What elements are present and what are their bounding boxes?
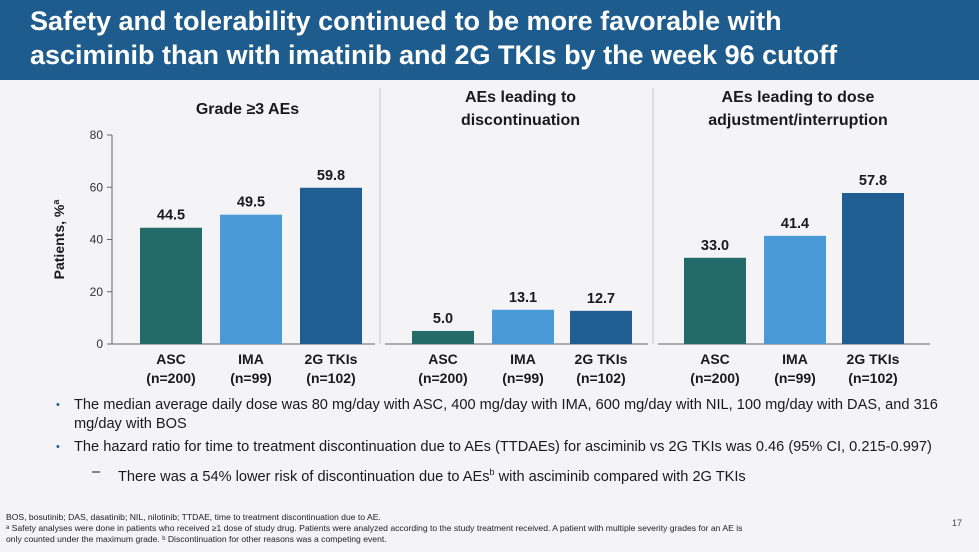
page-number: 17 (952, 518, 963, 528)
panel-title: AEs leading to dose (722, 89, 875, 106)
panel-title: AEs leading to (465, 89, 576, 106)
x-tick-label: ASC (700, 351, 730, 367)
bar-ima (220, 214, 282, 344)
x-tick-n-label: (n=99) (502, 370, 544, 386)
x-tick-label: ASC (156, 351, 186, 367)
x-tick-n-label: (n=200) (690, 370, 739, 386)
x-tick-label: 2G TKIs (575, 351, 628, 367)
bar-2g-tkis (842, 192, 904, 344)
bullet-item: • The median average daily dose was 80 m… (54, 396, 954, 434)
y-tick-label: 80 (90, 128, 104, 142)
bullet-text-hazard-ratio: The hazard ratio for time to treatment d… (74, 439, 932, 455)
footnotes: BOS, bosutinib; DAS, dasatinib; NIL, nil… (6, 512, 926, 545)
x-tick-n-label: (n=102) (576, 370, 625, 386)
x-tick-label: IMA (238, 351, 264, 367)
bar-value-label: 12.7 (587, 291, 615, 307)
bar-value-label: 57.8 (859, 173, 887, 189)
bullet-list: • The median average daily dose was 80 m… (54, 396, 954, 487)
x-tick-n-label: (n=99) (774, 370, 816, 386)
bar-chart: 0 20 40 60 80 Patients, %a Grade ≥3 AEs 44.5 ASC… (51, 88, 930, 386)
bar-value-label: 5.0 (433, 311, 453, 327)
title-banner: Safety and tolerability continued to be … (0, 0, 979, 80)
footnote-ref-b: b (489, 467, 495, 477)
y-axis-label: Patients, %a (51, 199, 67, 280)
slide-title-line-1: Safety and tolerability continued to be … (30, 6, 782, 36)
slide-title: Safety and tolerability continued to be … (30, 4, 960, 72)
bullet-dot-icon: • (56, 399, 60, 411)
dash-icon: – (92, 464, 101, 480)
bullet-dot-icon: • (56, 441, 60, 453)
bar-value-label: 49.5 (237, 195, 265, 211)
x-tick-label: IMA (782, 351, 808, 367)
sub-bullet-text: There was a 54% lower risk of discontinu… (118, 468, 490, 485)
x-tick-n-label: (n=102) (848, 370, 897, 386)
sub-bullet-text-end: with asciminib compared with 2G TKIs (494, 468, 746, 485)
x-tick-label: 2G TKIs (305, 351, 358, 367)
x-tick-n-label: (n=102) (306, 370, 355, 386)
footnote-abbreviations: BOS, bosutinib; DAS, dasatinib; NIL, nil… (6, 512, 381, 522)
x-tick-n-label: (n=99) (230, 370, 272, 386)
bar-asc (684, 257, 746, 344)
bar-value-label: 59.8 (317, 168, 345, 184)
bar-ima (492, 309, 554, 344)
bar-asc (412, 330, 474, 344)
y-tick-label: 20 (90, 285, 104, 299)
x-tick-n-label: (n=200) (418, 370, 467, 386)
footnote-a-continued: only counted under the maximum grade. ᵇ … (6, 534, 387, 544)
footnote-a: ᵃ Safety analyses were done in patients … (6, 523, 743, 533)
sub-bullet-item: – There was a 54% lower risk of disconti… (54, 463, 954, 487)
bullet-text-dose: The median average daily dose was 80 mg/… (74, 397, 938, 432)
y-axis-label-superscript: a (51, 199, 61, 205)
x-tick-n-label: (n=200) (146, 370, 195, 386)
x-tick-label: IMA (510, 351, 536, 367)
x-tick-label: 2G TKIs (847, 351, 900, 367)
panel-title: Grade ≥3 AEs (196, 101, 299, 118)
y-tick-label: 0 (96, 337, 103, 351)
panel-title: adjustment/interruption (708, 112, 888, 129)
bar-value-label: 41.4 (781, 216, 809, 232)
bar-value-label: 33.0 (701, 238, 729, 254)
slide-title-line-2: asciminib than with imatinib and 2G TKIs… (30, 40, 838, 70)
bar-ima (764, 235, 826, 344)
x-tick-label: ASC (428, 351, 458, 367)
bar-2g-tkis (300, 187, 362, 344)
bar-2g-tkis (570, 310, 632, 344)
y-tick-label: 60 (90, 180, 104, 194)
bar-asc (140, 227, 202, 344)
bar-value-label: 13.1 (509, 290, 537, 306)
panel-title: discontinuation (461, 112, 580, 129)
bar-value-label: 44.5 (157, 208, 185, 224)
bullet-item: • The hazard ratio for time to treatment… (54, 438, 954, 457)
y-tick-label: 40 (90, 233, 104, 247)
